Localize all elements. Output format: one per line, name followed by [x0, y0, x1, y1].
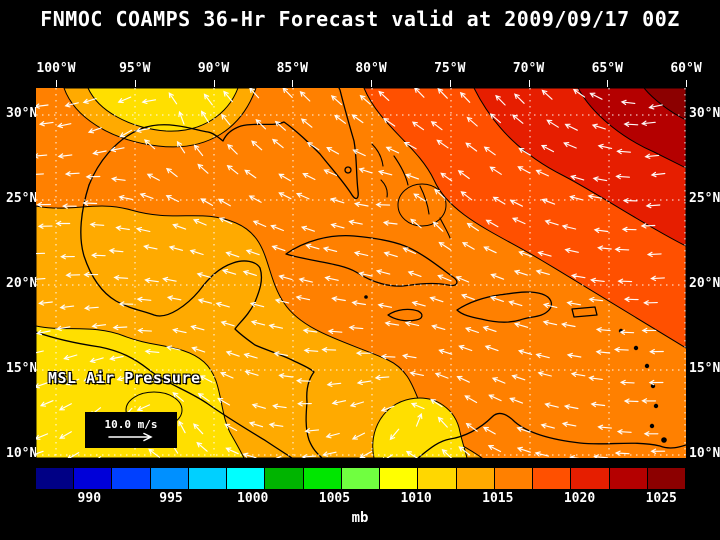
lon-tick-label: 80°W [355, 61, 387, 76]
colorbar-tick-label: 990 [77, 491, 102, 506]
colorbar-tick-label: 1025 [645, 491, 677, 506]
colorbar-cell [227, 468, 266, 489]
pressure-map [29, 87, 687, 470]
lon-tick-label: 85°W [276, 61, 308, 76]
colorbar-cell [112, 468, 151, 489]
latlon-gridlines [36, 88, 686, 458]
lat-tick-label-left: 20°N [6, 276, 38, 291]
lon-tick [607, 80, 609, 87]
lat-tick-label-left: 30°N [6, 106, 38, 121]
lon-tick-label: 60°W [670, 61, 702, 76]
lon-tick [686, 80, 687, 87]
colorbar-cell [418, 468, 457, 489]
lesser-antilles-islands [364, 295, 667, 443]
colorbar-cell [647, 468, 686, 489]
lat-tick-label-right: 30°N [689, 106, 720, 121]
coastline-cuba [285, 235, 458, 287]
longitude-axis: 100°W 95°W 90°W 85°W 80°W 75°W 70°W 65°W 60°W [0, 61, 720, 79]
coastline-us-gulf-florida [88, 87, 359, 200]
lon-tick [292, 80, 294, 87]
colorbar-tick-label: 1000 [237, 491, 269, 506]
lat-tick-label-right: 25°N [689, 191, 720, 206]
colorbar-cell [341, 468, 381, 489]
colorbar-tick-label: 1015 [482, 491, 514, 506]
colorbar-tick-label: 1020 [563, 491, 596, 506]
wind-arrow-paths [29, 87, 666, 470]
colorbar-tick-label: 1005 [318, 491, 351, 506]
colorbar-cell [188, 468, 228, 489]
lat-tick-label-right: 15°N [689, 361, 720, 376]
lon-tick-label: 95°W [119, 61, 151, 76]
lon-tick-label: 100°W [36, 61, 76, 76]
colorbar-tick-labels: 990 995 1000 1005 1010 1015 1020 1025 [36, 491, 686, 507]
wind-scale-value: 10.0 m/s [104, 418, 158, 431]
coastline-puerto-rico [571, 306, 598, 318]
map-area: MSL Air Pressure 10.0 m/s [29, 87, 687, 470]
lon-tick [528, 80, 530, 87]
lon-tick-label: 75°W [434, 61, 466, 76]
wind-vector-arrows [29, 87, 666, 470]
colorbar-tick-label: 995 [159, 491, 183, 506]
lon-tick [371, 80, 372, 87]
lon-tick [449, 80, 451, 87]
lon-tick [213, 80, 215, 87]
pressure-region-1021 [577, 87, 687, 169]
colorbar-tick-label: 1010 [400, 491, 432, 506]
lake-okeechobee [344, 166, 352, 174]
colorbar-cell [303, 468, 342, 489]
lon-tick-label: 70°W [512, 61, 545, 76]
lat-tick-label-left: 10°N [6, 446, 38, 461]
field-label: MSL Air Pressure [48, 369, 201, 387]
colorbar-cell [36, 468, 75, 489]
colorbar [36, 468, 686, 489]
reference-arrow-icon [108, 432, 153, 442]
colorbar-cell [494, 468, 534, 489]
coastline-south-america [417, 412, 687, 459]
lat-tick-label-left: 15°N [6, 361, 38, 376]
colorbar-unit-label: mb [351, 510, 369, 526]
coastline-hispaniola [456, 291, 553, 323]
coastline-bahamas [371, 143, 451, 239]
lon-tick [134, 80, 136, 87]
coastline-jamaica [387, 308, 423, 322]
lon-tick [56, 80, 57, 87]
closed-contour-bahamas [397, 183, 447, 227]
colorbar-cell [380, 468, 419, 489]
colorbar-cell [533, 468, 572, 489]
coastline-pacific-central-america [35, 331, 293, 459]
colorbar-cell [150, 468, 189, 489]
wind-scale-legend: 10.0 m/s [85, 412, 177, 448]
lon-tick-label: 65°W [591, 61, 623, 76]
lat-tick-label-right: 20°N [689, 276, 720, 291]
colorbar-cell [74, 468, 113, 489]
chart-title: FNMOC COAMPS 36-Hr Forecast valid at 200… [40, 7, 680, 31]
lon-tick-label: 90°W [197, 61, 230, 76]
longitude-tick-marks [0, 80, 720, 88]
colorbar-cell [609, 468, 648, 489]
colorbar-cell [265, 468, 304, 489]
colorbar-cell [571, 468, 610, 489]
lat-tick-label-right: 10°N [689, 446, 720, 461]
lat-tick-label-left: 25°N [6, 191, 38, 206]
pressure-region-caribbean-low [372, 397, 468, 459]
colorbar-cell [456, 468, 495, 489]
